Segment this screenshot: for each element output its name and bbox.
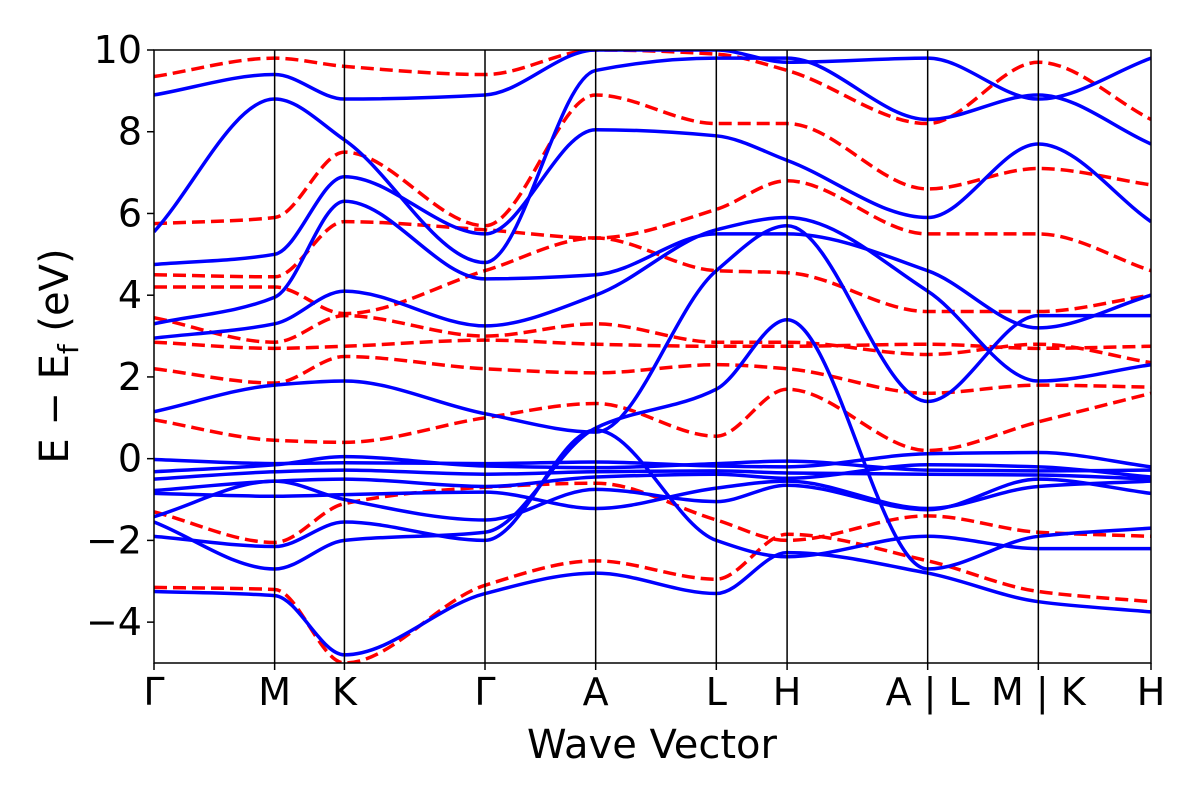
x-tick-label-6: H <box>773 670 802 714</box>
band-solid-0 <box>154 450 1151 469</box>
band-solid-2 <box>154 468 1151 481</box>
svg-text:E − Ef (eV): E − Ef (eV) <box>32 248 85 463</box>
series-dashed <box>154 50 1151 663</box>
band-dashed-5 <box>154 313 1151 365</box>
band-solid-9 <box>154 223 1151 434</box>
x-tick-label-2: K <box>332 670 358 714</box>
x-tick-label-1: M <box>258 670 291 714</box>
y-tick-label-5: 6 <box>118 191 142 235</box>
band-dashed-8 <box>154 93 1151 228</box>
x-tick-label-4: A <box>583 670 609 714</box>
y-axis-label-main: E − E <box>32 354 78 464</box>
band-dashed-7 <box>154 179 1151 279</box>
band-solid-7 <box>154 317 1151 571</box>
band-solid-11 <box>154 199 1151 330</box>
band-solid-10 <box>154 215 1151 383</box>
y-tick-label-7: 10 <box>94 28 142 72</box>
x-tick-label-8: M | K <box>991 670 1087 715</box>
band-dashed-6 <box>154 236 1151 316</box>
y-tick-label-2: 0 <box>118 437 142 481</box>
y-axis-label: E − Ef (eV) <box>32 248 85 463</box>
x-tick-label-5: L <box>706 670 727 714</box>
band-solid-1 <box>154 454 1151 474</box>
x-tick-label-0: Γ <box>143 670 164 714</box>
series-solid <box>154 50 1151 657</box>
band-solid-4 <box>154 479 1151 511</box>
y-tick-label-1: −2 <box>86 518 142 562</box>
x-tick-label-3: Γ <box>474 670 495 714</box>
kpoint-lines <box>273 50 1040 663</box>
band-solid-13 <box>154 56 1151 265</box>
y-axis-label-unit: (eV) <box>32 248 78 344</box>
x-tick-label-9: H <box>1137 670 1166 714</box>
band-solid-6 <box>154 428 1151 559</box>
band-dashed-4 <box>154 338 1151 351</box>
bands-layer <box>154 50 1151 663</box>
plot-frame <box>153 49 1152 664</box>
y-ticks: −4 −2 0 2 4 6 8 10 <box>86 28 154 644</box>
y-tick-label-6: 8 <box>118 110 142 154</box>
band-solid-14 <box>154 50 1151 101</box>
y-tick-label-3: 2 <box>118 355 142 399</box>
x-axis-label: Wave Vector <box>527 722 778 768</box>
band-solid-5 <box>154 477 1151 522</box>
band-solid-12 <box>154 127 1151 267</box>
band-dashed-0 <box>154 532 1151 663</box>
y-tick-label-4: 4 <box>118 273 142 317</box>
x-tick-label-7: A | L <box>886 670 970 715</box>
y-axis-label-sub: f <box>52 343 85 354</box>
y-tick-label-0: −4 <box>86 600 142 644</box>
band-dashed-2 <box>154 387 1151 453</box>
band-solid-8 <box>154 550 1151 657</box>
